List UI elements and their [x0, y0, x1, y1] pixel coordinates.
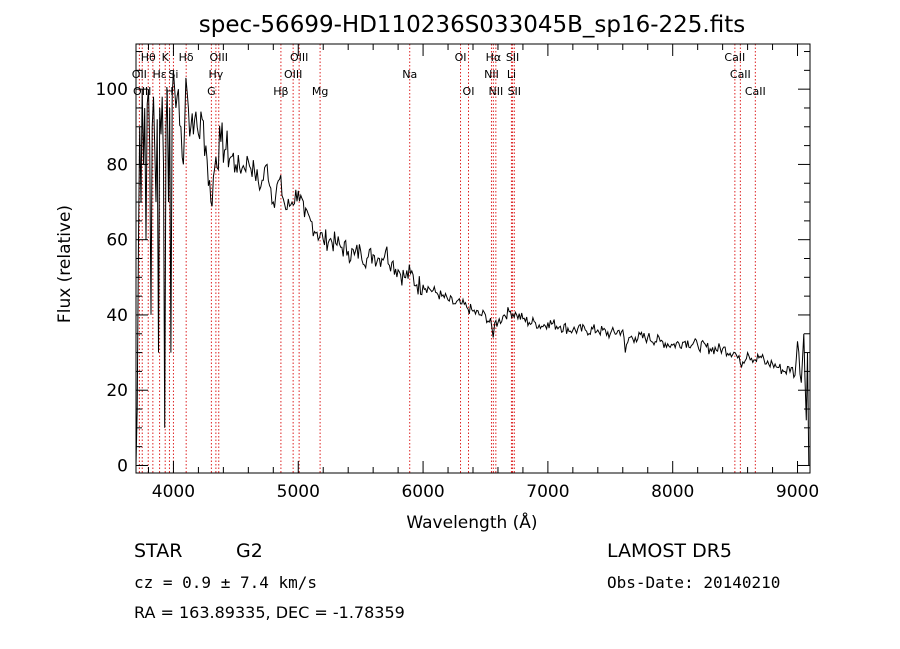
- y-axis-label: Flux (relative): [55, 205, 75, 323]
- line-label: Li: [507, 68, 516, 81]
- line-label: Na: [402, 68, 417, 81]
- chart-title: spec-56699-HD110236S033045B_sp16-225.fit…: [199, 12, 745, 38]
- y-tick-label: 100: [96, 80, 128, 100]
- line-label: K: [162, 51, 170, 64]
- sky-coordinates: RA = 163.89335, DEC = -1.78359: [134, 603, 405, 622]
- axis-ticks: [136, 44, 810, 473]
- spectrum-line: [135, 70, 810, 466]
- line-label: OIII: [210, 51, 228, 64]
- y-tick-label: 80: [106, 155, 128, 175]
- line-label: SII: [508, 85, 521, 98]
- x-axis-label: Wavelength (Å): [406, 511, 537, 533]
- line-label: Hβ: [273, 85, 288, 98]
- x-tick-label: 7000: [526, 482, 569, 502]
- object-subclass: G2: [236, 540, 263, 562]
- line-label: CaII: [724, 51, 745, 64]
- object-class: STAR: [134, 540, 183, 562]
- line-label: OIII: [290, 51, 308, 64]
- redshift-velocity: cz = 0.9 ± 7.4 km/s: [134, 573, 318, 592]
- y-tick-label: 60: [106, 231, 128, 251]
- line-label: Hδ: [179, 51, 194, 64]
- line-label: Hα: [486, 51, 502, 64]
- line-label: OIII: [284, 68, 302, 81]
- line-label: CaII: [730, 68, 751, 81]
- x-tick-label: 6000: [401, 482, 444, 502]
- line-label: CaII: [745, 85, 766, 98]
- survey-name: LAMOST DR5: [607, 540, 732, 562]
- observation-date: Obs-Date: 20140210: [607, 573, 781, 592]
- y-tick-label: 0: [117, 456, 128, 476]
- x-tick-label: 4000: [152, 482, 195, 502]
- line-label: H: [165, 85, 173, 98]
- line-label: OI: [455, 51, 467, 64]
- line-label: Hε: [152, 68, 166, 81]
- line-label: Hγ: [208, 68, 223, 81]
- line-label: SII: [506, 51, 519, 64]
- y-tick-label: 40: [106, 306, 128, 326]
- spectrum-series: [135, 70, 810, 466]
- line-markers: [138, 44, 756, 473]
- line-label: OI: [463, 85, 475, 98]
- line-label: NII: [488, 85, 503, 98]
- line-label: Mg: [312, 85, 328, 98]
- x-tick-label: 9000: [776, 482, 819, 502]
- y-tick-label: 20: [106, 381, 128, 401]
- x-tick-label: 5000: [277, 482, 320, 502]
- line-label: Hθ: [141, 51, 156, 64]
- x-tick-label: 8000: [651, 482, 694, 502]
- line-label: NII: [484, 68, 499, 81]
- line-label: G: [207, 85, 216, 98]
- plot-frame: [135, 43, 811, 474]
- tick-labels: 4000 5000 6000 7000 8000 9000 0 20 40 60 80 100: [96, 80, 820, 502]
